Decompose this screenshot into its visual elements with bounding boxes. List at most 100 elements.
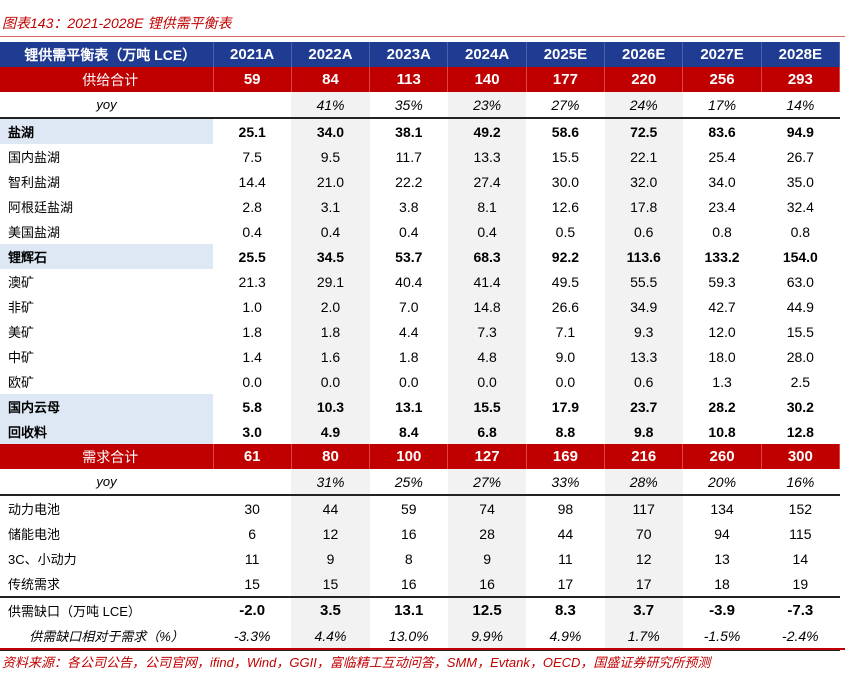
cell-value: 17: [557, 575, 574, 592]
cell-value: 15.5: [447, 394, 527, 419]
cell-value: 3.0: [242, 423, 262, 440]
year-header: 2027E: [682, 42, 762, 67]
cell-value: 8: [404, 550, 413, 567]
row-label: 澳矿: [8, 275, 35, 290]
cell-value: 4.4: [399, 323, 419, 340]
cell-value: 28%: [604, 469, 683, 495]
table-row: 澳矿 21.3 29.1 40.4 41.4 49.5 55.5 59.3 63.0: [0, 269, 840, 294]
cell-value: 98: [526, 494, 605, 521]
row-label: 供给合计: [0, 67, 214, 92]
table-row: 非矿 1.0 2.0 7.0 14.8 26.6 34.9 42.7 44.9: [0, 294, 840, 319]
cell-value: 3.8: [399, 198, 419, 215]
cell-value: 41.4: [447, 269, 527, 294]
cell-value: 113: [369, 67, 449, 92]
cell-value: 2.5: [790, 373, 811, 390]
cell-value: 29.1: [291, 269, 370, 294]
table-row: 传统需求 15 15 16 16 17 17 18 19: [0, 571, 840, 597]
cell-value: 113.6: [604, 244, 683, 269]
row-label: 储能电池: [8, 527, 61, 542]
cell-value: 127: [447, 444, 527, 469]
cell-value: 25.5: [238, 248, 266, 265]
cell-value: 8.3: [526, 596, 605, 623]
header-label: 锂供需平衡表（万吨 LCE）: [0, 42, 214, 67]
cell-value: 13.0%: [369, 623, 448, 651]
cell-value: 59: [213, 67, 292, 92]
cell-value: 293: [761, 67, 841, 92]
cell-value: -3.9: [682, 596, 762, 623]
cell-value: 11: [244, 550, 260, 567]
cell-value: 23.4: [708, 198, 736, 215]
cell-value: 25.1: [213, 117, 292, 144]
cell-value: -1.5%: [682, 623, 762, 651]
cell-value: 24%: [604, 92, 683, 118]
row-label: 阿根廷盐湖: [8, 200, 74, 215]
cell-value: 10.8: [708, 423, 736, 440]
cell-value: 94: [714, 525, 730, 542]
cell-value: 44: [557, 525, 574, 542]
cell-value: 0.0: [447, 369, 527, 394]
table-row: 美国盐湖 0.4 0.4 0.4 0.4 0.5 0.6 0.8 0.8: [0, 219, 840, 244]
cell-value: 12.8: [786, 423, 814, 440]
cell-value: 33%: [551, 473, 580, 490]
row-label: yoy: [96, 97, 117, 112]
row-label: 传统需求: [8, 577, 61, 592]
cell-value: 220: [604, 67, 684, 92]
cell-value: 0.5: [555, 223, 576, 240]
cell-value: 61: [213, 444, 292, 469]
cell-value: 34.5: [291, 244, 370, 269]
cell-value: 256: [682, 67, 762, 92]
cell-value: 83.6: [682, 117, 762, 144]
table-row: 供需缺口相对于需求（%） -3.3% 4.4% 13.0% 9.9% 4.9% 1.7% -1…: [0, 623, 840, 651]
cell-value: 1.0: [242, 298, 262, 315]
cell-value: 154.0: [782, 248, 818, 265]
cell-value: 21.0: [291, 169, 370, 194]
cell-value: 27.4: [447, 169, 527, 194]
cell-value: 2.8: [242, 198, 262, 215]
cell-value: 7.3: [447, 319, 527, 344]
cell-value: 35.0: [786, 173, 814, 190]
cell-value: 0.4: [291, 219, 370, 244]
table-row: yoy 41% 35% 23% 27% 24% 17% 14%: [0, 92, 840, 118]
cell-value: 12.6: [551, 198, 580, 215]
cell-value: 9.0: [555, 348, 576, 365]
cell-value: 1.8: [399, 348, 419, 365]
cell-value: 26.7: [786, 148, 814, 165]
cell-value: 11: [558, 550, 573, 567]
cell-value: 0.0: [242, 373, 262, 390]
cell-value: 0.6: [604, 219, 683, 244]
cell-value: 38.1: [369, 117, 448, 144]
cell-value: 216: [604, 444, 684, 469]
table-row: 锂辉石 25.5 34.5 53.7 68.3 92.2 113.6 133.2 154.0: [0, 244, 840, 269]
cell-value: 32.4: [786, 198, 814, 215]
cell-value: 14.4: [238, 173, 266, 190]
cell-value: 11.7: [395, 148, 422, 165]
cell-value: 30.0: [551, 173, 580, 190]
cell-value: 13.1: [369, 596, 448, 623]
table-row: 阿根廷盐湖 2.8 3.1 3.8 8.1 12.6 17.8 23.4 32.4: [0, 194, 840, 219]
cell-value: 140: [447, 67, 527, 92]
cell-value: 17.9: [551, 398, 580, 415]
cell-value: 13.3: [604, 344, 683, 369]
cell-value: 42.7: [708, 298, 736, 315]
cell-value: 22.2: [395, 173, 423, 190]
cell-value: 15: [291, 571, 370, 597]
cell-value: 70: [604, 521, 683, 546]
cell-value: 44: [291, 494, 370, 521]
table-row: 回收料 3.0 4.9 8.4 6.8 8.8 9.8 10.8 12.8: [0, 419, 840, 444]
header-row: 锂供需平衡表（万吨 LCE） 2021A 2022A 2023A 2024A 2025E 2…: [0, 42, 841, 67]
cell-value: -3.3%: [213, 623, 292, 651]
cell-value: 94.9: [761, 117, 840, 144]
cell-value: 12.0: [708, 323, 736, 340]
cell-value: 49.5: [551, 273, 580, 290]
cell-value: 9.8: [604, 419, 683, 444]
cell-value: [213, 92, 291, 118]
cell-value: 16: [400, 575, 417, 592]
cell-value: 4.9: [291, 419, 370, 444]
cell-value: 25%: [394, 473, 423, 490]
cell-value: 6: [248, 525, 257, 542]
table-row: 供需缺口（万吨 LCE） -2.0 3.5 13.1 12.5 8.3 3.7 -3.9 -7.…: [0, 596, 840, 623]
table-row: yoy 31% 25% 27% 33% 28% 20% 16%: [0, 469, 840, 495]
cell-value: 40.4: [395, 273, 423, 290]
cell-value: 25.4: [708, 148, 736, 165]
